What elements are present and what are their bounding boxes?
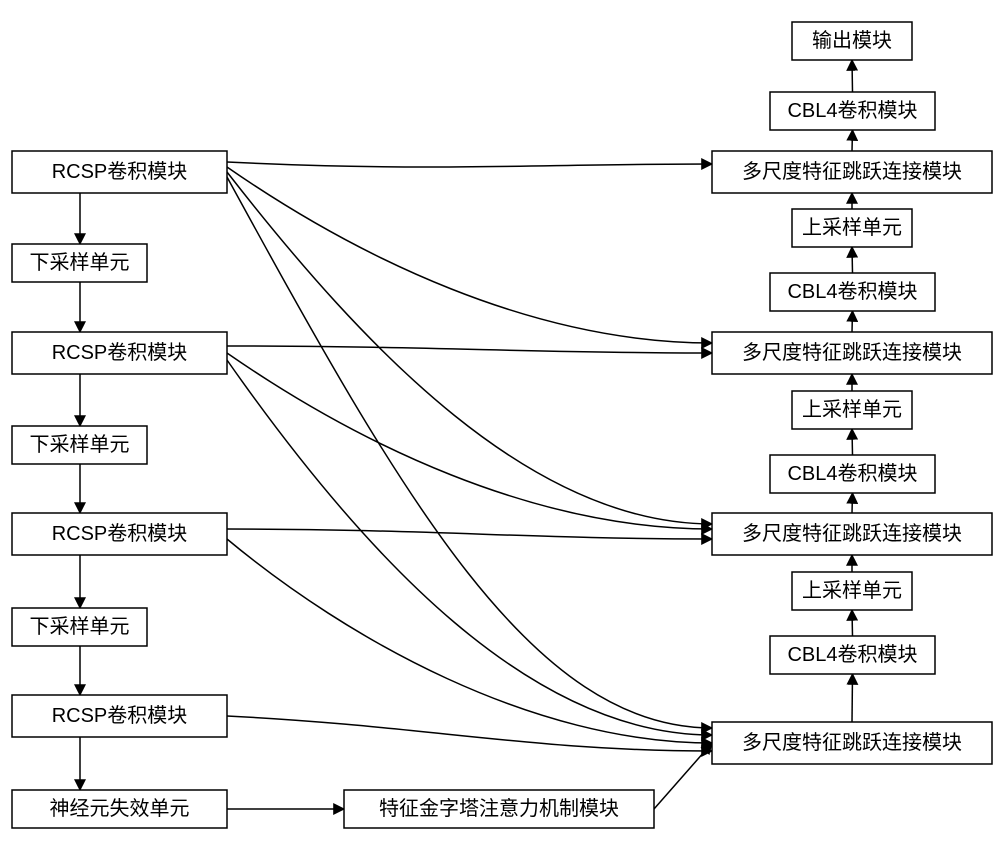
node-R7-label: 上采样单元	[802, 398, 902, 421]
edge-R2-R1	[852, 60, 853, 92]
node-R1: 输出模块	[792, 22, 912, 60]
node-M1: 特征金字塔注意力机制模块	[344, 790, 654, 828]
skip-L1-R9	[227, 172, 712, 524]
node-L4-label: 下采样单元	[30, 433, 130, 456]
edge-M1-R12	[654, 743, 712, 809]
node-R3: 多尺度特征跳跃连接模块	[712, 151, 992, 193]
node-L6: 下采样单元	[12, 608, 147, 646]
node-L1: RCSP卷积模块	[12, 151, 227, 193]
node-R9-label: 多尺度特征跳跃连接模块	[742, 522, 962, 545]
node-L1-label: RCSP卷积模块	[52, 160, 188, 183]
node-L3: RCSP卷积模块	[12, 332, 227, 374]
node-L8: 神经元失效单元	[12, 790, 227, 828]
node-R2-label: CBL4卷积模块	[787, 99, 917, 122]
node-L3-label: RCSP卷积模块	[52, 341, 188, 364]
node-R4-label: 上采样单元	[802, 216, 902, 239]
node-R10: 上采样单元	[792, 572, 912, 610]
node-L8-label: 神经元失效单元	[50, 797, 190, 820]
edge-R11-R10	[852, 610, 853, 636]
skip-L3-R9	[227, 353, 712, 529]
node-R7: 上采样单元	[792, 391, 912, 429]
node-R5-label: CBL4卷积模块	[787, 280, 917, 303]
nodes-group: RCSP卷积模块下采样单元RCSP卷积模块下采样单元RCSP卷积模块下采样单元R…	[12, 22, 992, 828]
skip-L5-R9	[227, 529, 712, 539]
node-R10-label: 上采样单元	[802, 579, 902, 602]
skip-L1-R6	[227, 167, 712, 343]
flowchart-canvas: RCSP卷积模块下采样单元RCSP卷积模块下采样单元RCSP卷积模块下采样单元R…	[0, 0, 1000, 865]
skip-L7-R12	[227, 716, 712, 751]
edge-R5-R4	[852, 247, 853, 273]
skip-L3-R12	[227, 360, 712, 735]
node-L7: RCSP卷积模块	[12, 695, 227, 737]
node-L6-label: 下采样单元	[30, 615, 130, 638]
node-R8: CBL4卷积模块	[770, 455, 935, 493]
node-R6: 多尺度特征跳跃连接模块	[712, 332, 992, 374]
edge-R8-R7	[852, 429, 853, 455]
edge-R12-R11	[852, 674, 853, 722]
node-M1-label: 特征金字塔注意力机制模块	[379, 797, 619, 820]
node-R3-label: 多尺度特征跳跃连接模块	[742, 160, 962, 183]
node-R1-label: 输出模块	[812, 29, 892, 52]
node-L2-label: 下采样单元	[30, 251, 130, 274]
node-L5-label: RCSP卷积模块	[52, 522, 188, 545]
edge-R9-R8	[852, 493, 853, 513]
node-R11: CBL4卷积模块	[770, 636, 935, 674]
node-R5: CBL4卷积模块	[770, 273, 935, 311]
skip-L3-R6	[227, 346, 712, 353]
node-R8-label: CBL4卷积模块	[787, 462, 917, 485]
skip-L1-R3	[227, 162, 712, 167]
node-R11-label: CBL4卷积模块	[787, 643, 917, 666]
node-R9: 多尺度特征跳跃连接模块	[712, 513, 992, 555]
node-R12: 多尺度特征跳跃连接模块	[712, 722, 992, 764]
node-L7-label: RCSP卷积模块	[52, 704, 188, 727]
node-L4: 下采样单元	[12, 426, 147, 464]
node-R2: CBL4卷积模块	[770, 92, 935, 130]
skip-L5-R12	[227, 539, 712, 743]
edge-R3-R2	[852, 130, 853, 151]
node-L2: 下采样单元	[12, 244, 147, 282]
node-R12-label: 多尺度特征跳跃连接模块	[742, 731, 962, 754]
skip-L1-R12	[227, 177, 712, 728]
edge-R6-R5	[852, 311, 853, 332]
node-R6-label: 多尺度特征跳跃连接模块	[742, 341, 962, 364]
node-L5: RCSP卷积模块	[12, 513, 227, 555]
node-R4: 上采样单元	[792, 209, 912, 247]
